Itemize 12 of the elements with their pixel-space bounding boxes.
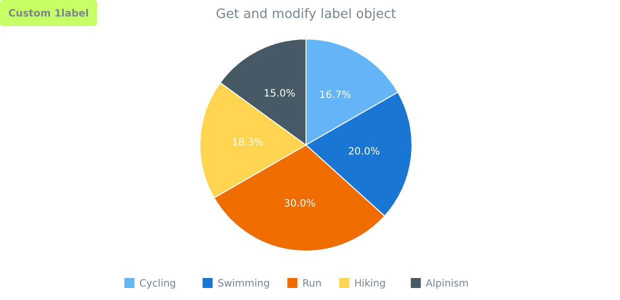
legend-label: Cycling xyxy=(139,278,176,290)
data-label: 30.0% xyxy=(284,198,316,210)
data-label: 16.7% xyxy=(319,90,352,102)
data-label: 18.3% xyxy=(232,137,264,148)
legend-label: Hiking xyxy=(354,278,386,290)
chart-title: Get and modify label object xyxy=(216,7,396,22)
text: Custom 1label xyxy=(8,8,89,20)
legend-label: Alpinism xyxy=(426,278,469,290)
data-label: 15.0% xyxy=(264,88,296,100)
legend-label: Swimming xyxy=(218,278,270,290)
data-label: 20.0% xyxy=(348,146,380,158)
legend-label: Run xyxy=(302,278,322,290)
